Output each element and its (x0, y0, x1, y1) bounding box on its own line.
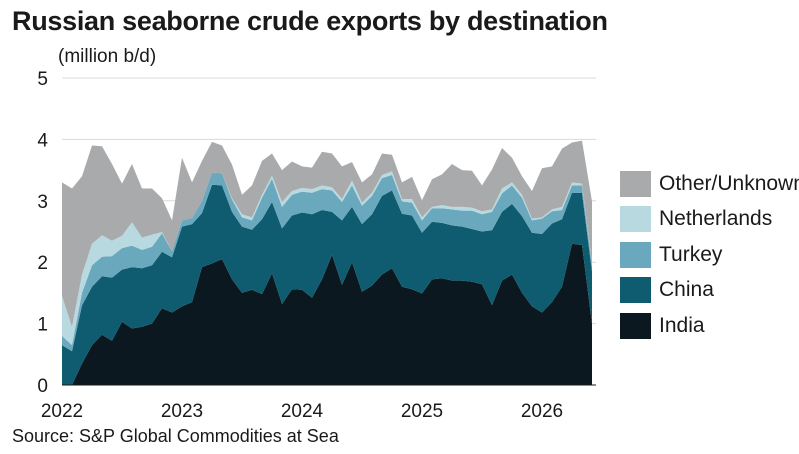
legend-swatch (620, 312, 651, 339)
legend: Other/Unknown Netherlands Turkey China India (620, 166, 799, 344)
legend-label: Netherlands (659, 207, 773, 231)
source-note: Source: S&P Global Commodities at Sea (12, 426, 339, 446)
x-tick-label: 2024 (281, 401, 324, 422)
legend-swatch (620, 170, 651, 197)
area-china (62, 184, 592, 385)
legend-item: China (620, 273, 799, 309)
y-tick-label: 1 (37, 315, 48, 336)
area-other-unknown (62, 140, 592, 327)
y-tick-label: 4 (37, 130, 48, 151)
legend-item: Turkey (620, 237, 799, 273)
chart-title: Russian seaborne crude exports by destin… (12, 6, 608, 36)
area-india (62, 243, 592, 385)
legend-label: Turkey (659, 242, 723, 266)
x-tick-label: 2025 (401, 401, 443, 422)
axes: 0 1 2 3 4 5 2022 2023 2024 2025 2026 (37, 69, 596, 422)
x-tick-label: 2022 (41, 401, 83, 422)
y-tick-label: 0 (37, 376, 48, 397)
legend-swatch (620, 277, 651, 304)
y-tick-label: 3 (37, 192, 48, 213)
legend-label: India (659, 313, 705, 337)
y-tick-label: 2 (37, 253, 48, 274)
legend-label: China (659, 278, 714, 302)
y-tick-label: 5 (37, 69, 48, 90)
stacked-areas (62, 140, 592, 385)
x-tick-label: 2026 (521, 401, 563, 422)
x-tick-label: 2023 (161, 401, 203, 422)
legend-item: India (620, 308, 799, 344)
legend-item: Other/Unknown (620, 166, 799, 202)
area-turkey (62, 172, 592, 352)
legend-swatch (620, 241, 651, 268)
y-axis-units-label: (million b/d) (58, 46, 157, 67)
legend-item: Netherlands (620, 202, 799, 238)
legend-label: Other/Unknown (659, 171, 799, 195)
legend-swatch (620, 206, 651, 233)
